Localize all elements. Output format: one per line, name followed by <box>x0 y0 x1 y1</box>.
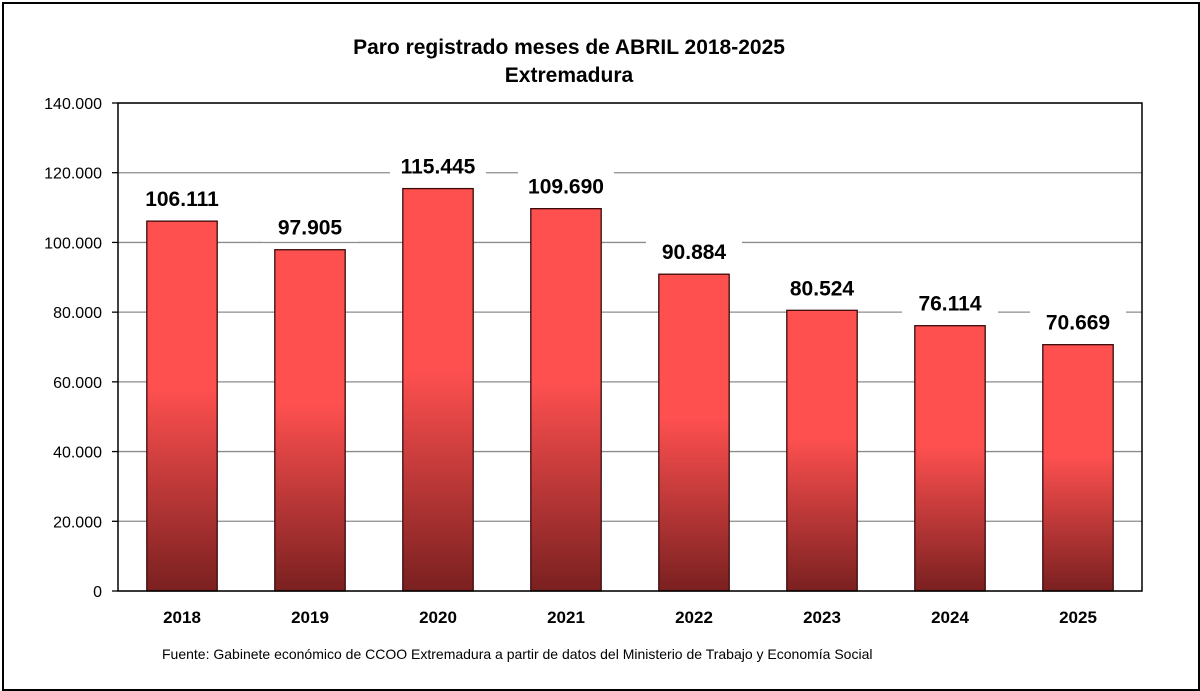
chart-subtitle: Extremadura <box>505 64 634 87</box>
plot-area-border <box>117 102 1143 592</box>
y-tick-label: 20.000 <box>53 514 102 531</box>
data-label-2022: 90.884 <box>662 241 727 264</box>
data-label-2023: 80.524 <box>790 277 855 300</box>
gridlines <box>118 102 1142 592</box>
data-label-2020: 115.445 <box>401 156 476 179</box>
data-label-2021: 109.690 <box>528 176 604 199</box>
chart-title: Paro registrado meses de ABRIL 2018-2025 <box>353 36 785 59</box>
data-label-2018: 106.111 <box>145 188 219 211</box>
bar-2021 <box>530 208 602 592</box>
x-axis-ticks: 2018 2019 2020 2021 2022 2023 2024 2025 <box>163 608 1097 627</box>
bars <box>146 187 1114 592</box>
data-label-2025: 70.669 <box>1046 312 1110 335</box>
x-tick-label-2019: 2019 <box>291 608 329 627</box>
x-tick-label-2023: 2023 <box>803 608 841 627</box>
y-tick-label: 80.000 <box>53 305 102 322</box>
x-tick-label-2025: 2025 <box>1059 608 1097 627</box>
data-label-background <box>390 150 486 181</box>
bar-2019 <box>274 249 346 592</box>
data-label-background <box>902 287 998 318</box>
data-label-background <box>646 236 742 267</box>
data-label-background <box>134 183 230 214</box>
data-label-2024: 76.114 <box>918 293 981 316</box>
bar-2024 <box>914 325 986 592</box>
y-tick-label: 140.000 <box>44 96 102 113</box>
bar-2025 <box>1042 344 1114 592</box>
data-label-background <box>774 272 870 303</box>
x-tick-label-2020: 2020 <box>419 608 457 627</box>
x-tick-label-2018: 2018 <box>163 608 201 627</box>
data-label-background <box>262 211 358 242</box>
x-tick-label-2022: 2022 <box>675 608 713 627</box>
source-note: Fuente: Gabinete económico de CCOO Extre… <box>162 646 872 662</box>
bar-2022 <box>658 273 730 592</box>
y-axis-ticks: 0 20.000 40.000 60.000 80.000 100.000 120.000 1… <box>44 96 118 601</box>
data-labels: 106.111 97.905 115.445 109.690 90.884 80.524 7… <box>134 150 1126 337</box>
data-label-2019: 97.905 <box>278 217 343 240</box>
data-label-background <box>518 170 614 201</box>
x-tick-label-2024: 2024 <box>931 608 969 627</box>
y-tick-label: 60.000 <box>53 375 102 392</box>
x-tick-label-2021: 2021 <box>547 608 585 627</box>
y-tick-label: 0 <box>93 584 102 601</box>
bar-chart: Paro registrado meses de ABRIL 2018-2025… <box>44 36 1143 662</box>
bar-2020 <box>402 187 474 592</box>
y-tick-label: 100.000 <box>44 235 102 252</box>
y-tick-label: 120.000 <box>44 166 102 183</box>
bar-2018 <box>146 220 218 592</box>
bar-2023 <box>786 309 858 592</box>
data-label-background <box>1030 306 1126 337</box>
y-tick-label: 40.000 <box>53 445 102 462</box>
